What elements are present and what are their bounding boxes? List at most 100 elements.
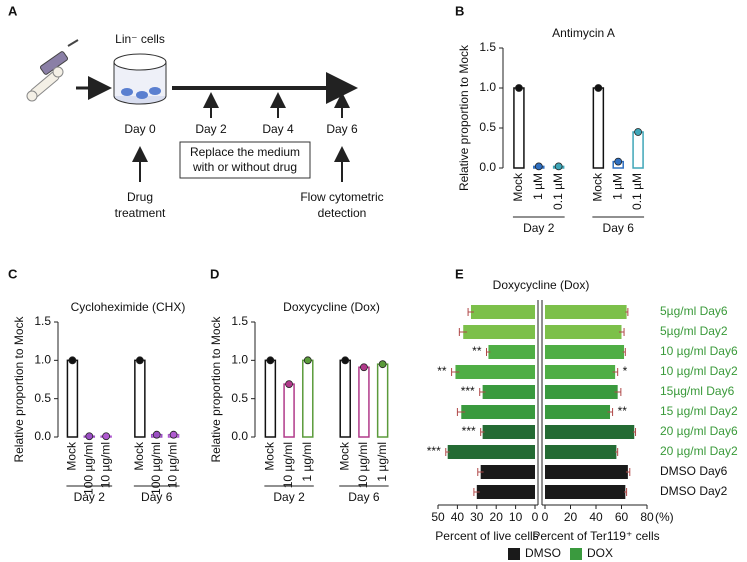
category-label: 15µg/ml Day6 — [660, 384, 735, 398]
x-tick-label: Mock — [65, 441, 79, 471]
panel-letter: B — [455, 3, 464, 18]
group-label: Day 6 — [603, 221, 635, 235]
category-label: 15 µg/ml Day2 — [660, 404, 738, 418]
bar — [482, 385, 535, 399]
legend-swatch — [508, 548, 520, 560]
chart-title: Antimycin A — [552, 26, 615, 40]
x-tick-label: Mock — [511, 172, 525, 202]
panel-letter: A — [8, 3, 18, 18]
x-tick-label: 10 — [509, 510, 523, 524]
x-tick-label: 0.1 µM — [551, 173, 565, 210]
bar — [592, 87, 605, 169]
x-tick-label: 10 µg/ml — [98, 442, 112, 488]
dot — [68, 356, 77, 365]
x-tick-label: 80 — [640, 510, 654, 524]
bar — [545, 405, 611, 419]
panel-letter: D — [210, 266, 219, 281]
legend-label: DMSO — [525, 546, 561, 560]
day-label: Day 6 — [326, 122, 358, 136]
x-tick-label: 30 — [470, 510, 484, 524]
bar — [447, 445, 535, 459]
dot — [135, 356, 144, 365]
dot — [169, 430, 178, 439]
dot — [378, 360, 387, 369]
dot — [515, 84, 523, 92]
dot — [614, 157, 623, 166]
bar — [480, 465, 535, 479]
bar — [632, 131, 644, 169]
medium-label: Replace the medium — [190, 145, 300, 159]
x-tick-label: 1 µg/ml — [300, 442, 314, 482]
x-tick-label: 50 — [431, 510, 445, 524]
y-tick-label: 1.0 — [479, 80, 496, 94]
bar — [455, 365, 535, 379]
x-tick-label: 100 µg/ml — [149, 442, 163, 495]
bar — [302, 359, 314, 438]
x-axis-label: Percent of live cells — [435, 529, 538, 543]
category-label: DMSO Day6 — [660, 464, 728, 478]
drug-label: treatment — [115, 206, 166, 220]
y-tick-label: 0.5 — [479, 120, 496, 134]
group-label: Day 2 — [74, 490, 106, 504]
x-tick-label: Mock — [591, 172, 605, 202]
bar — [264, 359, 277, 438]
bar — [283, 383, 295, 438]
bar — [545, 465, 628, 479]
y-tick-label: 1.0 — [34, 353, 51, 367]
x-tick-label: 20 — [490, 510, 504, 524]
bar — [545, 345, 625, 359]
x-tick-label: 0 — [532, 510, 539, 524]
y-tick-label: 0.5 — [231, 391, 248, 405]
dot — [303, 356, 312, 365]
bar — [66, 359, 79, 438]
detection-label: detection — [318, 206, 367, 220]
y-tick-label: 0.5 — [34, 391, 51, 405]
chart-title: Doxycycline (Dox) — [283, 300, 380, 314]
x-tick-label: 100 µg/ml — [81, 442, 95, 495]
y-tick-label: 1.5 — [34, 314, 51, 328]
dot — [634, 128, 642, 136]
bar — [545, 445, 617, 459]
dot — [554, 162, 563, 171]
x-unit: (%) — [655, 510, 674, 524]
bar — [545, 305, 627, 319]
x-tick-label: 0.1 µM — [630, 173, 644, 210]
y-axis-label: Relative proportion to Mock — [12, 315, 26, 462]
medium-label: with or without drug — [192, 160, 297, 174]
category-label: 20 µg/ml Day6 — [660, 424, 738, 438]
bar — [545, 425, 635, 439]
cells-label: Lin⁻ cells — [115, 32, 165, 46]
group-label: Day 2 — [273, 490, 305, 504]
dot — [85, 432, 94, 441]
bar — [376, 363, 389, 438]
y-tick-label: 1.5 — [479, 40, 496, 54]
dot — [102, 432, 111, 441]
x-tick-label: 1 µM — [531, 173, 545, 200]
bar — [358, 366, 370, 438]
dot — [534, 162, 543, 171]
group-label: Day 6 — [348, 490, 380, 504]
category-label: DMSO Day2 — [660, 484, 728, 498]
x-tick-label: 1 µM — [610, 173, 624, 200]
bar — [545, 385, 618, 399]
significance: *** — [461, 384, 475, 398]
bar — [463, 325, 535, 339]
x-axis-label: Percent of Ter119⁺ cells — [532, 529, 659, 543]
x-tick-label: 0 — [542, 510, 549, 524]
dot — [360, 363, 368, 372]
bar — [339, 359, 351, 438]
x-tick-label: 10 µg/ml — [281, 442, 295, 488]
group-label: Day 6 — [141, 490, 173, 504]
day-label: Day 2 — [195, 122, 227, 136]
bar — [470, 305, 535, 319]
dot — [594, 84, 603, 92]
panel-letter: E — [455, 266, 464, 281]
x-tick-label: 40 — [589, 510, 603, 524]
significance: *** — [462, 424, 476, 438]
dot — [266, 356, 275, 365]
x-tick-label: 20 — [564, 510, 578, 524]
bar — [134, 359, 146, 438]
bone-syringe-icon — [26, 39, 79, 102]
x-tick-label: 10 µg/ml — [356, 442, 370, 488]
